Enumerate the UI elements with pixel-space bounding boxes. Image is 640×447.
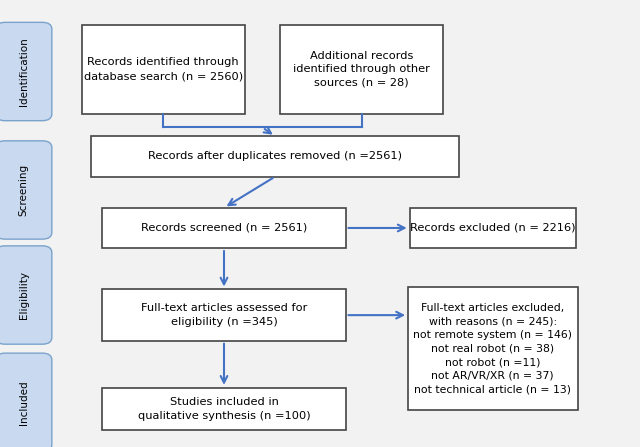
Text: Screening: Screening <box>19 164 29 216</box>
Text: Full-text articles assessed for
eligibility (n =345): Full-text articles assessed for eligibil… <box>141 304 307 327</box>
FancyBboxPatch shape <box>0 22 52 121</box>
Text: Records screened (n = 2561): Records screened (n = 2561) <box>141 223 307 233</box>
FancyBboxPatch shape <box>0 246 52 344</box>
FancyBboxPatch shape <box>82 25 245 114</box>
FancyBboxPatch shape <box>0 141 52 239</box>
FancyBboxPatch shape <box>0 353 52 447</box>
Text: Included: Included <box>19 380 29 425</box>
FancyBboxPatch shape <box>408 287 578 410</box>
FancyBboxPatch shape <box>92 136 460 177</box>
Text: Records excluded (n = 2216): Records excluded (n = 2216) <box>410 223 575 233</box>
Text: Full-text articles excluded,
with reasons (n = 245):
not remote system (n = 146): Full-text articles excluded, with reason… <box>413 303 572 394</box>
FancyBboxPatch shape <box>410 208 576 248</box>
FancyBboxPatch shape <box>102 208 346 248</box>
Text: Identification: Identification <box>19 37 29 106</box>
Text: Records after duplicates removed (n =2561): Records after duplicates removed (n =256… <box>148 152 402 161</box>
FancyBboxPatch shape <box>280 25 443 114</box>
Text: Studies included in
qualitative synthesis (n =100): Studies included in qualitative synthesi… <box>138 397 310 421</box>
FancyBboxPatch shape <box>102 290 346 341</box>
Text: Additional records
identified through other
sources (n = 28): Additional records identified through ot… <box>293 51 430 88</box>
Text: Records identified through
database search (n = 2560): Records identified through database sear… <box>84 58 243 81</box>
Text: Eligibility: Eligibility <box>19 271 29 319</box>
FancyBboxPatch shape <box>102 388 346 430</box>
